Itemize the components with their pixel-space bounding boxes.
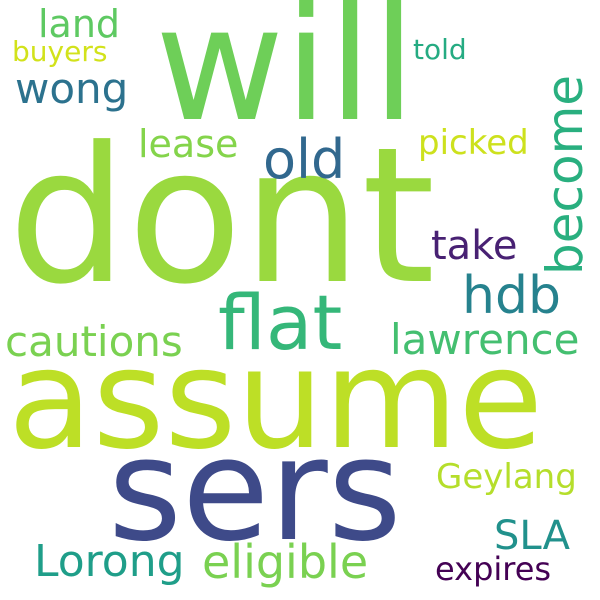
word-flat: flat	[218, 278, 343, 367]
word-lawrence: lawrence	[390, 315, 580, 364]
word-hdb: hdb	[462, 266, 561, 326]
word-old: old	[263, 128, 346, 191]
word-wong: wong	[15, 64, 129, 113]
word-become: become	[536, 74, 594, 275]
word-sers: sers	[108, 408, 402, 573]
word-assume: assume	[8, 319, 544, 480]
word-told: told	[413, 33, 467, 66]
word-Geylang: Geylang	[436, 457, 577, 497]
word-Lorong: Lorong	[34, 536, 185, 587]
word-will: will	[155, 0, 416, 157]
word-SLA: SLA	[494, 513, 570, 559]
word-eligible: eligible	[202, 535, 369, 589]
word-cautions: cautions	[5, 317, 183, 366]
word-dont: dont	[8, 107, 436, 326]
word-land: land	[38, 2, 121, 46]
word-buyers: buyers	[12, 35, 108, 68]
word-lease: lease	[138, 122, 239, 166]
word-take: take	[431, 223, 518, 269]
word-expires: expires	[435, 550, 552, 588]
word-picked: picked	[418, 123, 529, 163]
